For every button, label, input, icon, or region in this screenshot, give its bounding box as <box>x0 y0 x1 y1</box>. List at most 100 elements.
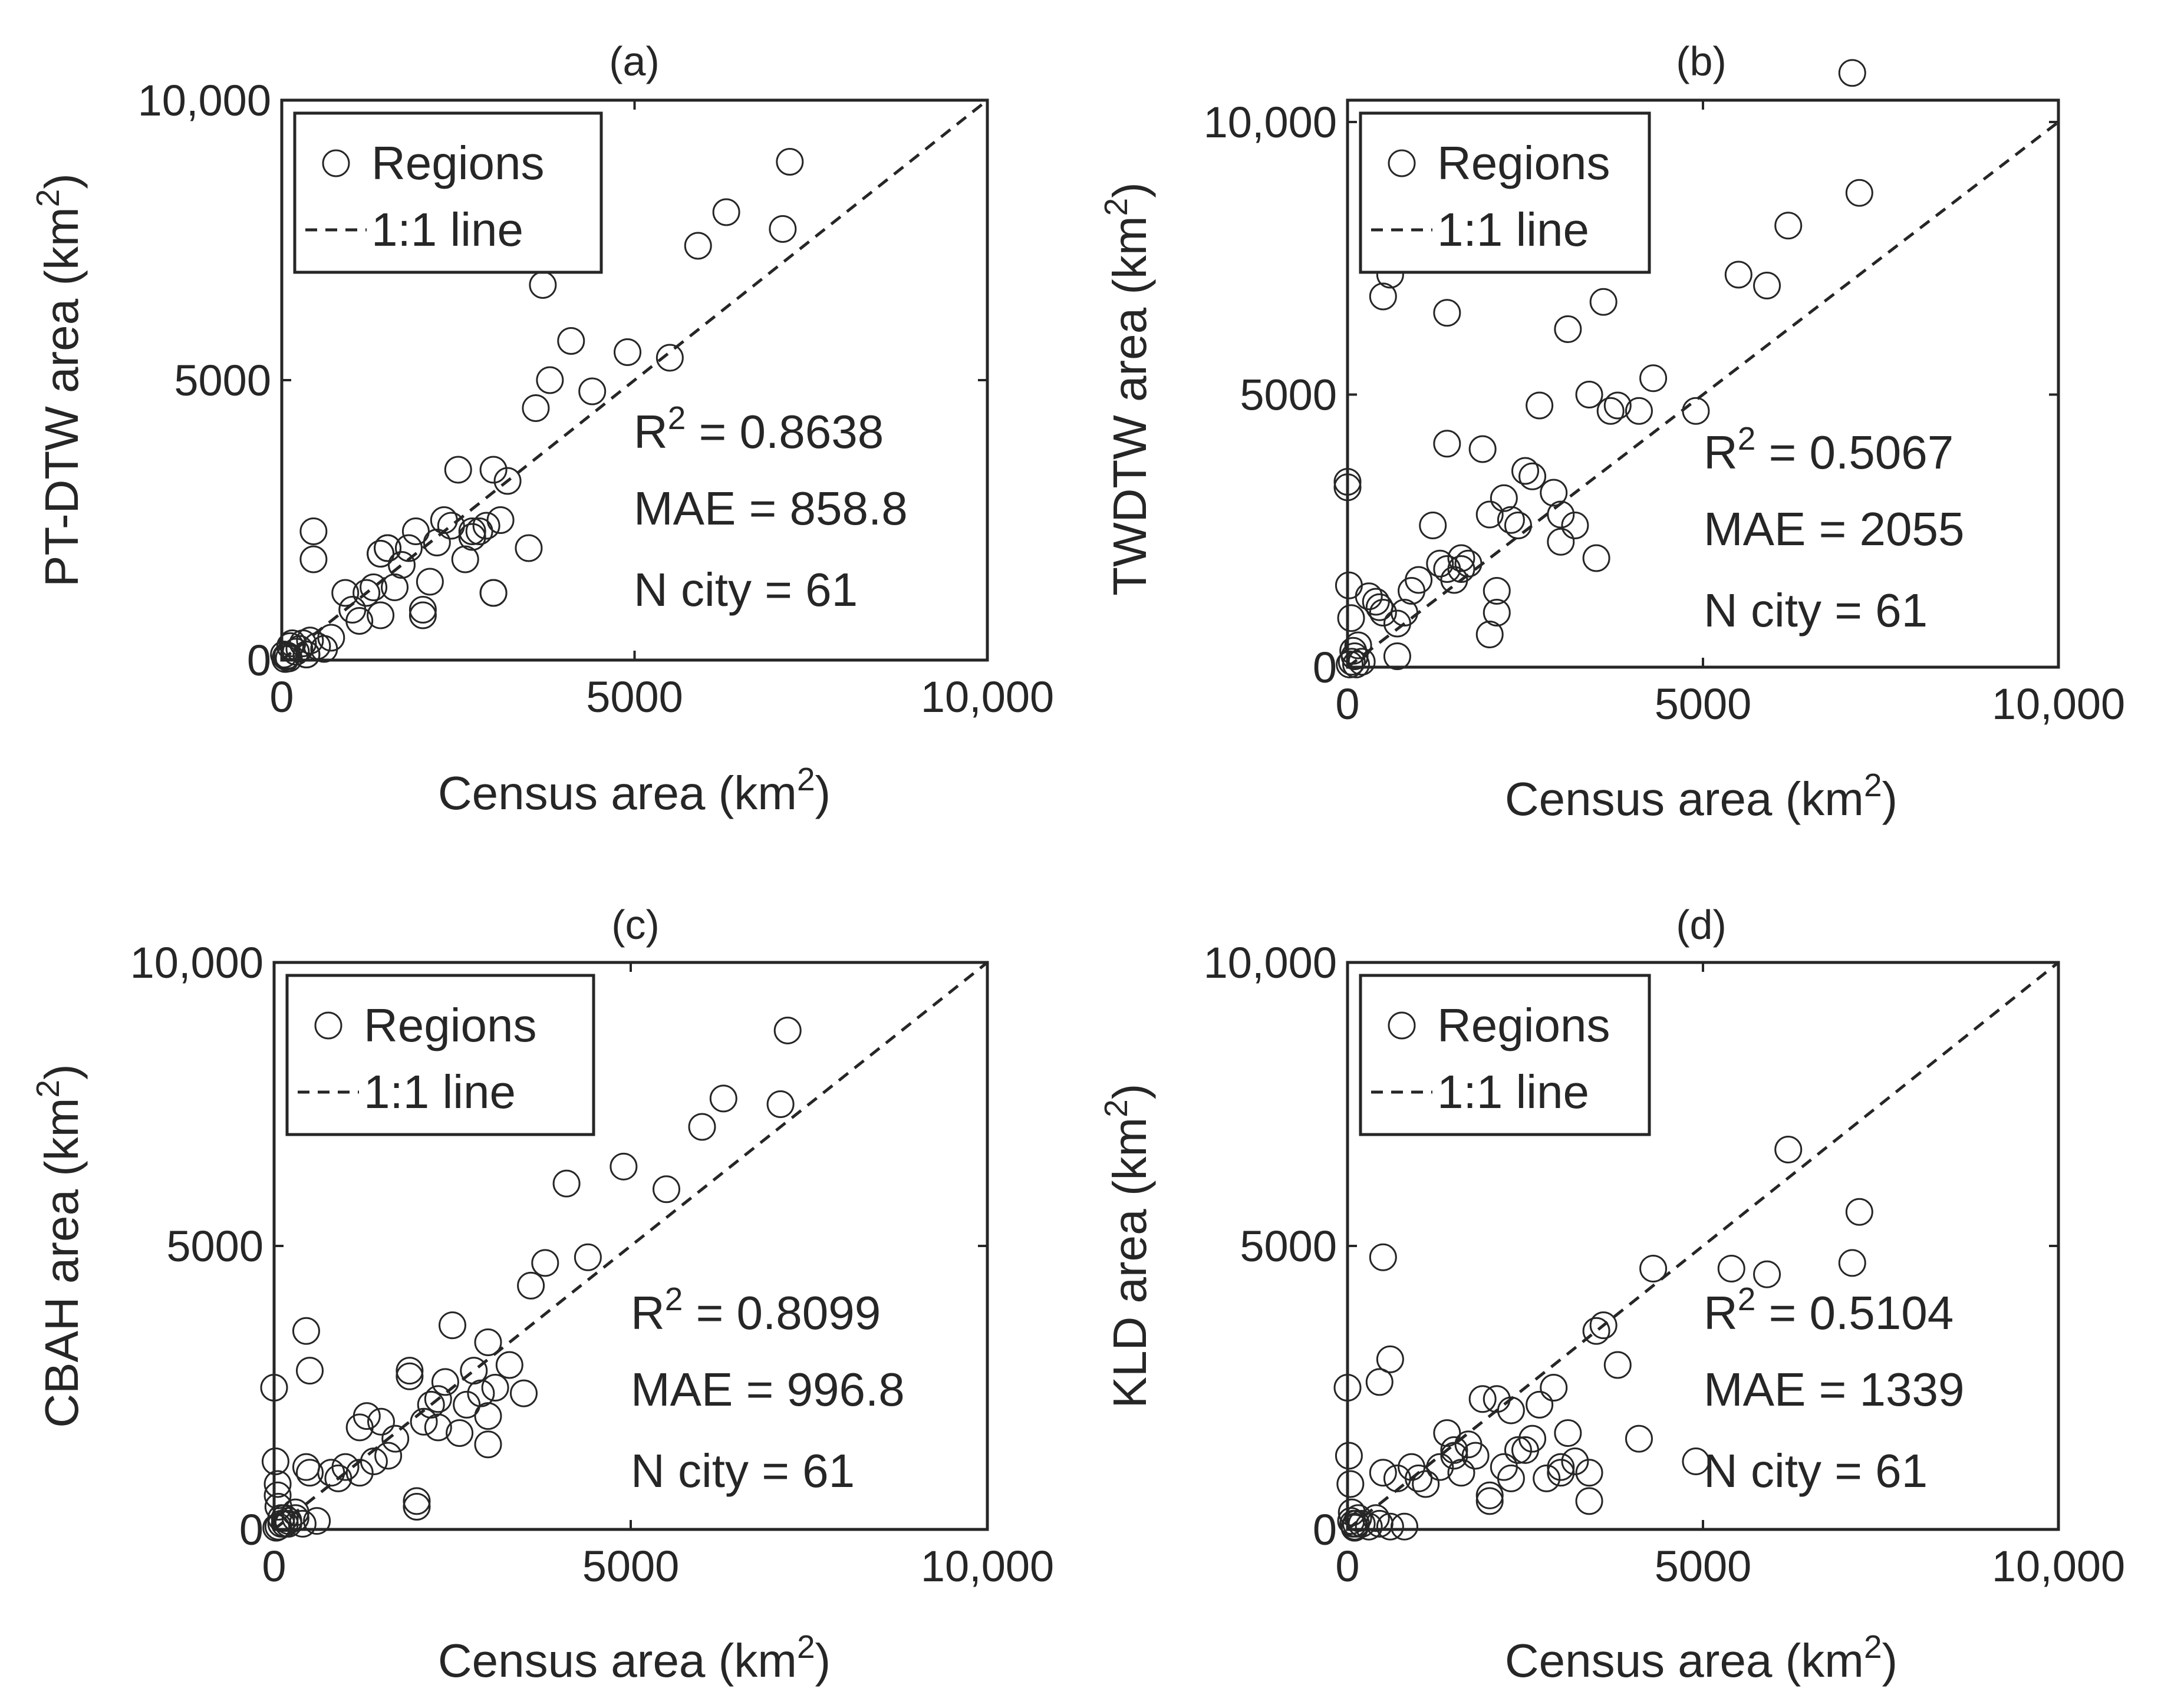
data-point <box>1540 1374 1568 1402</box>
y-axis-title: TWDTW area (km2) <box>1098 182 1156 596</box>
data-point <box>299 517 328 545</box>
data-point <box>1475 1481 1504 1509</box>
data-point <box>1483 1385 1511 1413</box>
r-squared-stat: R2 = 0.8099 <box>631 1281 881 1339</box>
data-point <box>1561 1447 1589 1476</box>
x-axis-title-text: Census area (km <box>1505 773 1864 825</box>
r-squared-stat: R2 = 0.5104 <box>1704 1281 1954 1339</box>
data-point <box>515 534 543 562</box>
data-point <box>1355 1512 1383 1541</box>
data-point <box>1369 282 1397 311</box>
data-point <box>1518 462 1547 490</box>
data-point <box>451 545 479 573</box>
data-point <box>331 579 360 607</box>
panel-title: (b) <box>1676 38 1727 84</box>
data-point <box>275 644 303 672</box>
data-point <box>1342 650 1370 678</box>
y-tick-label: 5000 <box>166 1222 263 1271</box>
y-tick-label: 5000 <box>174 356 271 405</box>
y-axis-title: PT-DTW area (km2) <box>29 173 88 587</box>
data-point <box>1339 637 1368 665</box>
y-axis-title-sup: 2 <box>29 189 66 207</box>
data-point <box>1336 650 1364 678</box>
data-point <box>387 551 416 579</box>
legend-label-regions: Regions <box>371 137 545 189</box>
data-point <box>353 1402 381 1430</box>
data-point <box>1365 593 1394 621</box>
data-point <box>417 1390 445 1419</box>
data-point <box>1333 1374 1362 1402</box>
data-point <box>381 573 409 601</box>
data-point <box>439 1311 466 1340</box>
data-point <box>1454 549 1483 578</box>
data-point <box>416 568 444 596</box>
n-city-stat: N city = 61 <box>1704 584 1928 637</box>
data-point <box>424 1413 452 1442</box>
legend-marker <box>1388 1011 1416 1040</box>
svg-text:PT-DTW area (km2): PT-DTW area (km2) <box>29 173 88 587</box>
y-tick-label: 10,000 <box>138 76 271 125</box>
data-point <box>1554 315 1582 343</box>
data-point <box>769 215 797 243</box>
data-point <box>260 1374 288 1402</box>
data-point <box>403 1493 431 1521</box>
data-point <box>1398 1453 1426 1481</box>
data-point <box>1838 59 1866 87</box>
data-point <box>1342 1509 1370 1538</box>
data-point <box>1582 1317 1610 1345</box>
legend-label-regions: Regions <box>1437 137 1610 189</box>
y-tick-label: 5000 <box>1240 1222 1337 1271</box>
data-point <box>1547 1453 1575 1481</box>
data-point <box>1412 1470 1440 1498</box>
legend-label-regions: Regions <box>1437 999 1610 1051</box>
x-tick-label: 10,000 <box>1992 1542 2125 1591</box>
data-point <box>374 1442 403 1470</box>
x-axis-title-sup: 2 <box>1864 767 1882 803</box>
y-axis-title-text: PT-DTW area (km <box>35 207 88 586</box>
data-point <box>1511 457 1539 485</box>
x-axis-title-close: ) <box>815 767 831 819</box>
panel-a: (a) PT-DTW area (km2) Census area (km2) … <box>29 38 1054 819</box>
data-point <box>1369 599 1397 627</box>
data-point <box>1497 1464 1525 1492</box>
data-point <box>271 1509 299 1538</box>
data-point <box>1625 397 1653 425</box>
data-point <box>1433 1419 1461 1447</box>
data-point <box>409 601 437 629</box>
data-point <box>345 607 374 635</box>
data-point <box>1603 391 1632 420</box>
data-point <box>288 1509 317 1538</box>
data-point <box>486 506 515 534</box>
data-point <box>1440 1436 1468 1464</box>
panel-title: (d) <box>1676 902 1727 948</box>
legend-label-line: 1:1 line <box>364 1066 516 1118</box>
data-point <box>296 1357 324 1385</box>
data-point <box>285 635 314 663</box>
data-point <box>394 534 423 562</box>
data-point <box>453 1390 481 1419</box>
data-point <box>776 148 804 176</box>
data-point <box>278 629 307 657</box>
data-point <box>1603 1351 1632 1379</box>
data-point <box>1475 621 1504 648</box>
data-point <box>381 1425 410 1453</box>
data-point <box>444 456 472 484</box>
data-point <box>1383 609 1411 638</box>
data-point <box>409 596 437 624</box>
data-point <box>684 232 712 260</box>
one-to-one-line <box>273 961 989 1531</box>
legend-label-regions: Regions <box>364 999 537 1051</box>
data-point <box>1575 1459 1603 1487</box>
y-axis-title-text: TWDTW area (km <box>1103 216 1156 595</box>
data-point <box>467 1379 495 1407</box>
y-axis-title: KLD area (km2) <box>1098 1084 1156 1409</box>
data-point <box>1625 1425 1653 1453</box>
data-point <box>479 579 508 607</box>
svg-text:TWDTW area (km2): TWDTW area (km2) <box>1098 182 1156 596</box>
y-axis-title-text: CBAH area (km <box>35 1098 88 1428</box>
data-point <box>472 512 500 540</box>
data-point <box>1504 512 1532 539</box>
data-point <box>296 1459 324 1487</box>
data-point <box>1475 1487 1504 1515</box>
data-point <box>367 1407 395 1436</box>
